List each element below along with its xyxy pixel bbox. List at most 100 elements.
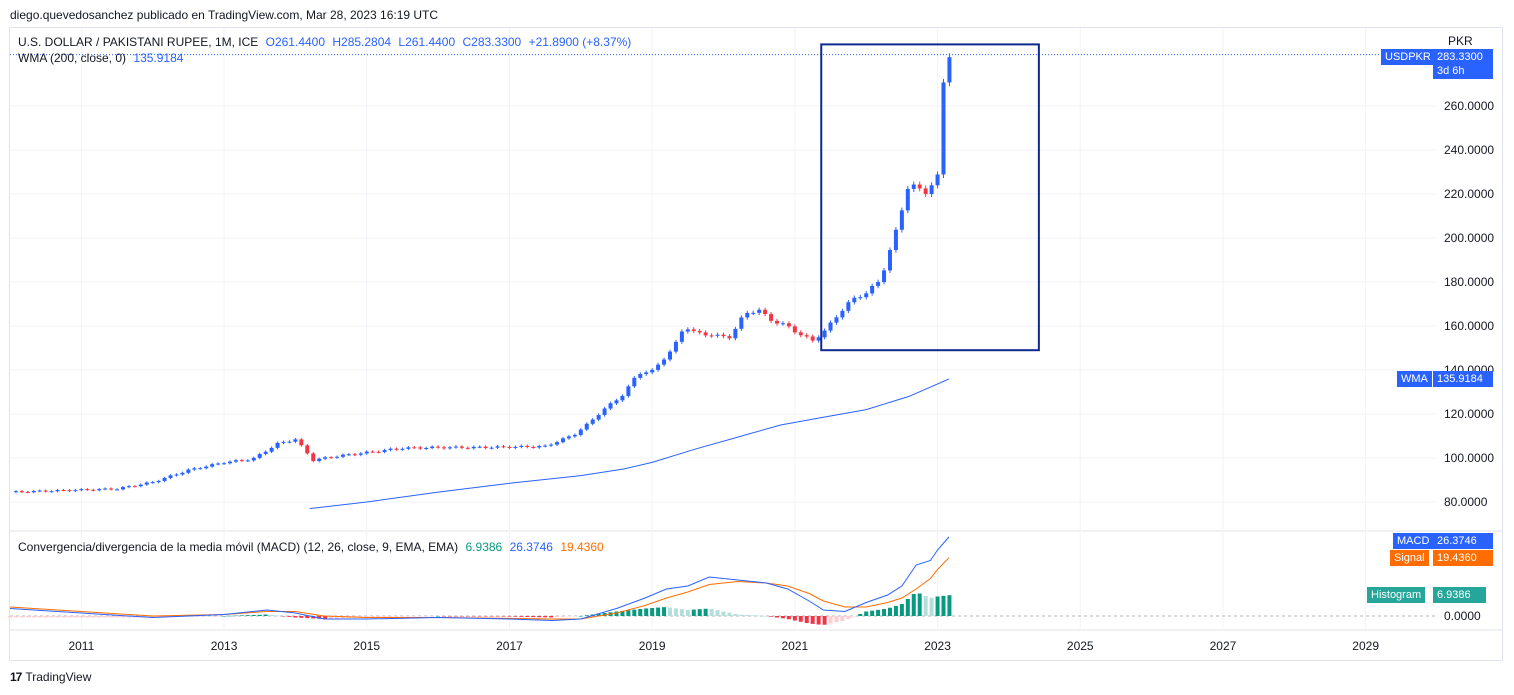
candle-body bbox=[37, 490, 42, 492]
candle-body bbox=[834, 317, 839, 323]
price-tick-label: 240.0000 bbox=[1444, 143, 1494, 157]
histogram-bar bbox=[531, 616, 536, 618]
candle-body bbox=[745, 312, 750, 318]
histogram-bar bbox=[156, 616, 161, 618]
histogram-bar bbox=[382, 616, 387, 618]
candle-body bbox=[358, 453, 363, 455]
histogram-bar bbox=[632, 609, 637, 616]
histogram-bar bbox=[703, 608, 708, 616]
histogram-bar bbox=[364, 616, 369, 618]
candle-body bbox=[602, 408, 607, 416]
price-tick-label: 120.0000 bbox=[1444, 407, 1494, 421]
candle-body bbox=[180, 472, 185, 475]
candle-body bbox=[233, 460, 238, 462]
signal-value-badge: 19.4360 bbox=[1433, 550, 1493, 566]
histogram-bar bbox=[721, 611, 726, 616]
histogram-bar bbox=[67, 616, 72, 618]
histogram-bar bbox=[691, 609, 696, 616]
candle-body bbox=[430, 446, 435, 449]
candle-body bbox=[614, 400, 619, 404]
histogram-bar bbox=[55, 616, 60, 618]
candle-body bbox=[650, 369, 655, 373]
candle-body bbox=[323, 457, 328, 459]
histogram-bar bbox=[489, 616, 494, 617]
price-tick-label: 100.0000 bbox=[1444, 451, 1494, 465]
histogram-bar bbox=[323, 616, 328, 619]
candle-body bbox=[132, 486, 137, 488]
histogram-bar bbox=[269, 615, 274, 616]
candle-body bbox=[739, 317, 744, 329]
candle-body bbox=[584, 423, 589, 430]
candle-body bbox=[376, 451, 381, 453]
histogram-bar bbox=[560, 616, 565, 617]
candle-body bbox=[442, 447, 447, 449]
candle-body bbox=[751, 312, 756, 314]
histogram-bar bbox=[412, 616, 417, 617]
histogram-bar bbox=[424, 616, 429, 617]
price-symbol-badge: USDPKR bbox=[1381, 49, 1435, 65]
histogram-bar bbox=[126, 616, 131, 618]
candle-body bbox=[126, 486, 131, 488]
histogram-bar bbox=[786, 616, 791, 620]
candle-body bbox=[721, 334, 726, 337]
histogram-bar bbox=[287, 616, 292, 617]
candle-body bbox=[679, 331, 684, 342]
histogram-bar bbox=[61, 616, 66, 618]
candle-body bbox=[471, 446, 476, 449]
histogram-bar bbox=[471, 616, 476, 617]
candle-body bbox=[870, 285, 875, 294]
candle-body bbox=[352, 454, 357, 456]
histogram-bar bbox=[305, 616, 310, 619]
overlay-group bbox=[820, 43, 1040, 352]
histogram-bar bbox=[626, 610, 631, 616]
candle-body bbox=[287, 441, 292, 443]
candle-body bbox=[656, 364, 661, 370]
candle-body bbox=[893, 229, 898, 251]
histogram-bar bbox=[763, 615, 768, 617]
histogram-bar bbox=[596, 613, 601, 616]
histogram-bar bbox=[572, 616, 577, 617]
candle-body bbox=[453, 446, 458, 448]
candle-body bbox=[519, 445, 524, 447]
candle-body bbox=[608, 403, 613, 409]
histogram-bar bbox=[233, 615, 238, 617]
histogram-bar bbox=[644, 608, 649, 616]
candle-body bbox=[257, 454, 262, 458]
candle-body bbox=[329, 457, 334, 459]
candle-body bbox=[780, 323, 785, 325]
footer-brand[interactable]: 17 TradingView bbox=[10, 670, 91, 684]
candle-body bbox=[138, 484, 143, 487]
candle-body bbox=[852, 297, 857, 303]
candle-body bbox=[400, 448, 405, 450]
year-tick-label: 2029 bbox=[1352, 639, 1379, 653]
histogram-bar bbox=[388, 616, 393, 617]
candle-body bbox=[769, 314, 774, 321]
histogram-name-badge: Histogram bbox=[1367, 587, 1426, 603]
candle-body bbox=[216, 463, 221, 465]
candle-body bbox=[929, 185, 934, 195]
histogram-bar bbox=[685, 610, 690, 616]
grid-lines bbox=[10, 28, 1503, 631]
wma-name-badge: WMA bbox=[1397, 371, 1432, 387]
signal-line bbox=[9, 557, 950, 620]
histogram-bar bbox=[477, 616, 482, 617]
candle-body bbox=[798, 332, 803, 336]
histogram-bar bbox=[442, 616, 447, 617]
currency-label: PKR bbox=[1448, 34, 1473, 48]
year-tick-label: 2023 bbox=[924, 639, 951, 653]
candle-body bbox=[91, 489, 96, 491]
histogram-bar bbox=[537, 616, 542, 618]
candle-body bbox=[757, 309, 762, 313]
candle-body bbox=[691, 329, 696, 331]
histogram-bar bbox=[935, 596, 940, 616]
low-value: L261.4400 bbox=[398, 35, 456, 49]
candle-body bbox=[822, 330, 827, 338]
histogram-bar bbox=[899, 604, 904, 616]
histogram-bar bbox=[329, 616, 334, 619]
candle-body bbox=[917, 184, 922, 189]
histogram-bar bbox=[103, 616, 108, 618]
candle-body bbox=[763, 309, 768, 315]
histogram-bar bbox=[769, 616, 774, 617]
candle-body bbox=[73, 490, 78, 492]
